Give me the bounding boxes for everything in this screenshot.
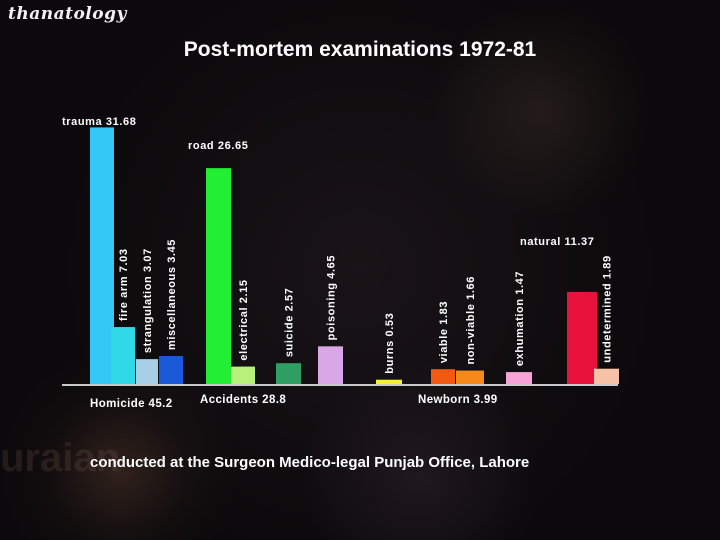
watermark: uraian — [0, 436, 121, 480]
label-viable: viable 1.83 — [438, 301, 450, 363]
bar-miscellaneous — [159, 356, 183, 384]
bar-exhumation — [506, 372, 532, 384]
bar-poisoning — [318, 346, 343, 384]
bar-trauma — [90, 127, 114, 384]
bar-burns — [376, 379, 402, 384]
label-suicide: suicide 2.57 — [284, 288, 296, 358]
label-undetermined: undetermined 1.89 — [602, 255, 614, 362]
group-label-newborn: Newborn 3.99 — [418, 394, 498, 406]
label-strangulation: strangulation 3.07 — [142, 248, 154, 353]
label-non-viable: non-viable 1.66 — [465, 276, 477, 364]
group-label-homicide: Homicide 45.2 — [90, 398, 173, 410]
label-exhumation: exhumation 1.47 — [514, 271, 526, 366]
label-electrical: electrical 2.15 — [238, 279, 250, 360]
footer-note: conducted at the Surgeon Medico-legal Pu… — [90, 454, 530, 471]
labels-layer: trauma 31.68 fire arm 7.03 strangulation 3… — [62, 116, 614, 410]
group-label-accidents: Accidents 28.8 — [200, 394, 286, 406]
bar-undetermined — [594, 368, 619, 384]
label-poisoning: poisoning 4.65 — [326, 255, 338, 340]
label-road: road 26.65 — [188, 140, 248, 152]
bar-road — [206, 168, 231, 384]
label-miscellaneous: miscellaneous 3.45 — [166, 239, 178, 350]
label-fire-arm: fire arm 7.03 — [118, 248, 130, 321]
chart-title: Post-mortem examinations 1972-81 — [183, 38, 537, 61]
label-natural: natural 11.37 — [520, 236, 594, 248]
label-trauma: trauma 31.68 — [62, 116, 136, 128]
bar-viable — [431, 369, 455, 384]
bar-natural — [567, 291, 597, 384]
label-burns: burns 0.53 — [384, 313, 396, 374]
bar-fire-arm — [111, 327, 135, 384]
brand-title: thanatology — [8, 4, 127, 24]
bar-strangulation — [136, 359, 158, 384]
bar-non-viable — [456, 370, 484, 384]
bar-suicide — [276, 363, 301, 384]
bars-layer — [90, 127, 619, 384]
bar-electrical — [231, 366, 255, 384]
